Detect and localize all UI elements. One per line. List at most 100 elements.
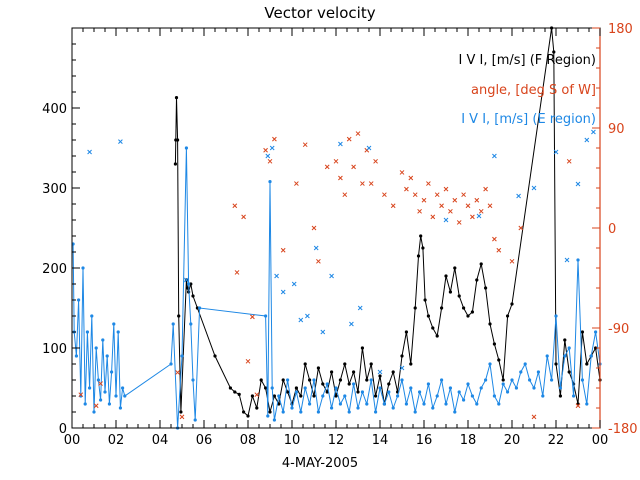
x-tick-label: 20	[504, 433, 521, 448]
data-point	[594, 346, 598, 350]
data-point	[426, 314, 430, 318]
data-marker	[575, 181, 581, 187]
data-point	[290, 406, 294, 410]
data-point	[264, 386, 268, 390]
data-marker	[421, 197, 427, 203]
data-marker	[434, 192, 440, 198]
data-marker	[478, 208, 484, 214]
data-point	[299, 410, 303, 414]
data-point	[423, 298, 427, 302]
x-tick-label: 02	[108, 433, 125, 448]
data-point	[294, 390, 298, 394]
x-tick-label: 04	[152, 433, 169, 448]
data-point	[567, 370, 571, 374]
data-point	[479, 386, 483, 390]
data-point	[294, 386, 298, 390]
data-marker	[93, 403, 99, 409]
data-point	[572, 394, 576, 398]
data-marker	[426, 181, 431, 186]
data-point	[453, 266, 457, 270]
data-point	[462, 398, 466, 402]
data-marker	[456, 220, 462, 225]
data-marker	[377, 369, 383, 375]
data-point	[334, 386, 338, 390]
data-marker	[118, 139, 123, 144]
data-point	[545, 354, 549, 358]
data-marker	[305, 313, 310, 319]
data-point	[356, 390, 360, 394]
data-point	[343, 362, 347, 366]
data-point	[171, 322, 175, 326]
data-point	[475, 402, 479, 406]
data-marker	[382, 192, 387, 198]
data-point	[277, 402, 281, 406]
data-point	[110, 370, 114, 374]
data-point	[382, 402, 386, 406]
data-point	[94, 346, 98, 350]
data-point	[378, 386, 382, 390]
data-point	[391, 370, 395, 374]
data-point	[74, 354, 78, 358]
data-marker	[399, 365, 405, 371]
data-point	[272, 418, 276, 422]
data-point	[421, 246, 425, 250]
data-point	[352, 382, 356, 386]
data-point	[116, 330, 120, 334]
data-point	[101, 338, 105, 342]
data-point	[179, 410, 183, 414]
data-marker	[465, 203, 471, 209]
data-point	[497, 402, 501, 406]
data-point	[558, 394, 563, 398]
y-left-tick-label: 300	[42, 182, 67, 197]
x-axis: 00 02 04 06 08 10 12 14 16 18 20 22 00	[64, 28, 608, 448]
data-marker	[324, 164, 330, 170]
data-marker	[179, 414, 185, 420]
data-marker	[184, 277, 189, 283]
data-marker	[584, 137, 590, 143]
data-point	[316, 410, 320, 414]
y-right-tick-label: -90	[608, 322, 629, 337]
data-point	[259, 378, 263, 382]
data-marker	[302, 142, 308, 148]
data-marker	[452, 197, 458, 203]
data-point	[356, 406, 360, 410]
data-point	[585, 402, 589, 406]
data-point	[497, 358, 501, 362]
data-point	[180, 354, 184, 358]
data-point	[184, 146, 188, 150]
x-tick-label: 00	[64, 433, 81, 448]
data-point	[404, 330, 408, 334]
data-point	[444, 402, 448, 406]
data-point	[281, 410, 285, 414]
data-point	[391, 406, 395, 410]
data-point	[246, 414, 250, 418]
data-point	[552, 50, 556, 54]
data-marker	[430, 214, 436, 220]
data-point	[308, 378, 312, 382]
data-point	[492, 394, 496, 398]
chart-title: Vector velocity	[264, 4, 375, 22]
data-point	[536, 370, 541, 374]
data-point	[488, 322, 492, 326]
data-marker	[360, 181, 365, 186]
data-point	[264, 314, 268, 318]
x-axis-label: 4-MAY-2005	[282, 456, 358, 471]
data-point	[506, 390, 510, 394]
data-point	[422, 402, 426, 406]
y-left-tick-label: 200	[42, 262, 67, 277]
data-marker	[298, 317, 304, 323]
data-point	[191, 378, 195, 382]
data-point	[501, 382, 505, 386]
data-point	[580, 378, 585, 382]
y-right-tick-label: -180	[608, 422, 638, 437]
data-point	[404, 402, 408, 406]
data-point	[107, 402, 111, 406]
data-marker	[487, 203, 493, 209]
data-point	[462, 306, 466, 310]
data-point	[334, 394, 338, 398]
legend-entry: angle, [deg S of W]	[471, 83, 596, 98]
data-marker	[291, 281, 297, 287]
data-marker	[474, 197, 480, 203]
data-marker	[518, 225, 524, 231]
x-tick-label: 14	[372, 433, 389, 448]
